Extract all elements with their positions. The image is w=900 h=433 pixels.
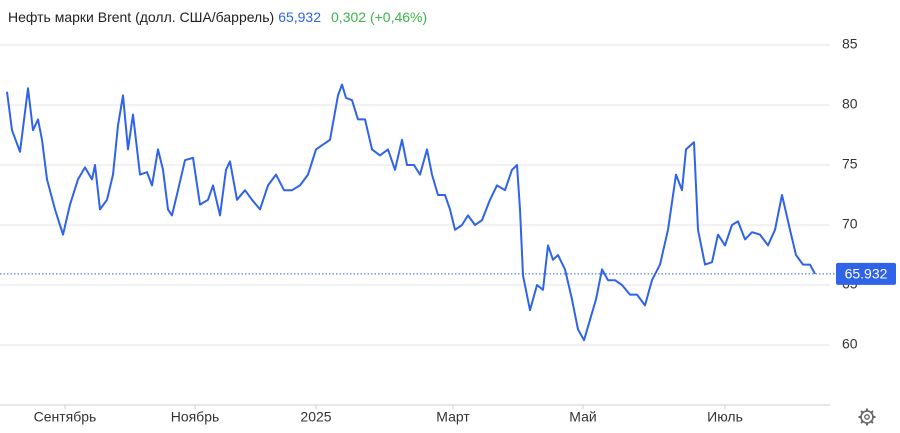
- x-tick-label: Ноябрь: [171, 409, 220, 425]
- last-price-label: 65.932: [845, 266, 888, 282]
- x-tick-label: 2025: [300, 409, 331, 425]
- last-price-box: [836, 262, 896, 285]
- gear-ring: [860, 410, 874, 424]
- x-tick-label: Июль: [707, 409, 743, 425]
- x-tick-label: Май: [569, 409, 596, 425]
- y-tick-label: 80: [842, 96, 858, 112]
- price-line: [6, 83, 816, 342]
- x-tick-label: Март: [436, 409, 470, 425]
- x-tick-label: Сентябрь: [34, 409, 97, 425]
- gear-teeth: [858, 408, 876, 426]
- y-tick-label: 60: [842, 336, 858, 352]
- price: 65,932: [278, 9, 322, 25]
- y-tick-label: 70: [842, 216, 858, 232]
- change: 0,302 (+0,46%): [331, 9, 428, 25]
- gear-hub: [864, 414, 870, 420]
- y-tick-label: 85: [842, 36, 858, 52]
- y-tick-label: 75: [842, 156, 858, 172]
- settings-icon[interactable]: [858, 408, 876, 426]
- chart-title: Нефть марки Brent (долл. США/баррель): [8, 9, 275, 25]
- header: Нефть марки Brent (долл. США/баррель) 65,…: [8, 9, 427, 25]
